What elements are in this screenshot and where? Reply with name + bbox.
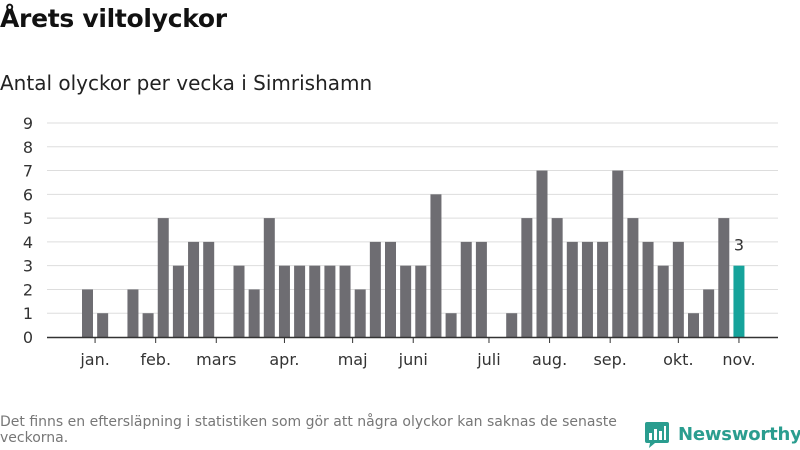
x-tick-label: aug. [532, 350, 567, 369]
bar [445, 313, 457, 337]
bar-highlight [733, 265, 745, 337]
x-tick-label: apr. [269, 350, 299, 369]
bar [415, 265, 427, 337]
bar [627, 218, 639, 337]
bar [97, 313, 109, 337]
bar [566, 241, 578, 337]
bar-chart: 0 1 2 3 4 5 6 7 8 9 3 jan. feb. mars apr. maj juni juli au… [23, 114, 778, 369]
bar [82, 289, 93, 337]
bar [354, 289, 366, 337]
y-tick-label: 6 [23, 185, 33, 204]
bar [339, 265, 351, 337]
bar [233, 265, 245, 337]
bar [536, 170, 548, 337]
x-tick-label: maj [338, 350, 368, 369]
bar [642, 241, 654, 337]
y-tick-label: 3 [23, 257, 33, 276]
bar [157, 218, 169, 337]
bar [203, 241, 215, 337]
bar [142, 313, 154, 337]
bar [597, 241, 609, 337]
bar [309, 265, 321, 337]
y-tick-label: 9 [23, 114, 33, 133]
bar [672, 241, 684, 337]
chart-subtitle: Antal olyckor per vecka i Simrishamn [0, 71, 373, 95]
bar [703, 289, 715, 337]
bar [551, 218, 563, 337]
x-tick-label: juli [476, 350, 500, 369]
brand-logo: Newsworthy [644, 419, 800, 449]
bar [278, 265, 290, 337]
bar [718, 218, 730, 337]
brand-name: Newsworthy [678, 423, 800, 445]
chart-title: Årets viltolyckor [0, 4, 227, 33]
bar [506, 313, 518, 337]
y-tick-label: 0 [23, 328, 33, 347]
data-label: 3 [734, 236, 744, 255]
bar [324, 265, 336, 337]
bar [521, 218, 533, 337]
x-tick-label: juni [398, 350, 428, 369]
bar [400, 265, 412, 337]
bar [688, 313, 699, 337]
y-tick-label: 8 [23, 138, 33, 157]
x-tick-label: feb. [140, 350, 171, 369]
x-tick-label: sep. [593, 350, 626, 369]
bar [460, 241, 472, 337]
footnote: Det finns en eftersläpning i statistiken… [0, 414, 617, 446]
bar [188, 241, 200, 337]
x-tick-label: nov. [722, 350, 755, 369]
x-tick-label: okt. [663, 350, 693, 369]
y-tick-label: 1 [23, 304, 33, 323]
bar [172, 265, 184, 337]
bar [475, 241, 487, 337]
bar [127, 289, 139, 337]
x-tick-label: mars [196, 350, 236, 369]
bar [612, 170, 624, 337]
x-tick-label: jan. [79, 350, 109, 369]
bar [263, 218, 275, 337]
y-tick-label: 4 [23, 233, 33, 252]
bar [385, 241, 396, 337]
bar [657, 265, 669, 337]
bar [430, 194, 442, 337]
bar [369, 241, 381, 337]
y-tick-label: 2 [23, 280, 33, 299]
y-tick-label: 7 [23, 162, 33, 181]
bar [248, 289, 260, 337]
y-tick-label: 5 [23, 209, 33, 228]
bar-chart-logo-icon [645, 422, 669, 448]
bar [294, 265, 306, 337]
bar [581, 241, 593, 337]
